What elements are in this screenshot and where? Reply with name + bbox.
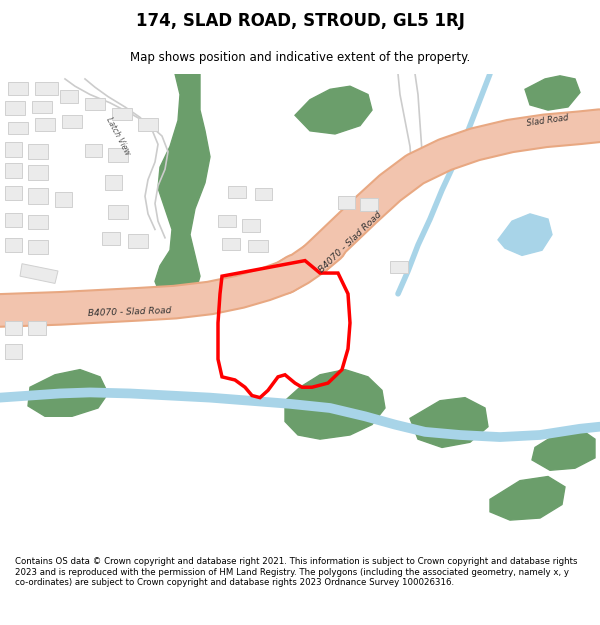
Polygon shape — [85, 144, 102, 157]
Polygon shape — [295, 86, 372, 134]
Polygon shape — [410, 398, 488, 448]
Polygon shape — [155, 74, 210, 297]
Polygon shape — [28, 369, 108, 416]
Polygon shape — [5, 142, 22, 157]
Polygon shape — [28, 188, 48, 204]
Polygon shape — [28, 240, 48, 254]
Polygon shape — [138, 118, 158, 131]
Polygon shape — [112, 108, 132, 121]
Text: Contains OS data © Crown copyright and database right 2021. This information is : Contains OS data © Crown copyright and d… — [15, 557, 577, 587]
Polygon shape — [128, 234, 148, 248]
Polygon shape — [28, 144, 48, 159]
Polygon shape — [338, 196, 355, 209]
Polygon shape — [28, 165, 48, 179]
Polygon shape — [32, 101, 52, 113]
Polygon shape — [490, 476, 565, 520]
Polygon shape — [8, 82, 28, 94]
Polygon shape — [222, 238, 240, 250]
Polygon shape — [102, 231, 120, 245]
Polygon shape — [5, 344, 22, 359]
Polygon shape — [8, 121, 28, 134]
Polygon shape — [360, 198, 378, 211]
Polygon shape — [108, 204, 128, 219]
Polygon shape — [255, 188, 272, 201]
Polygon shape — [218, 215, 236, 227]
Text: Slad Road: Slad Road — [526, 113, 569, 128]
Polygon shape — [55, 192, 72, 207]
Polygon shape — [28, 321, 46, 336]
Polygon shape — [5, 213, 22, 228]
Polygon shape — [242, 219, 260, 231]
Polygon shape — [248, 240, 268, 252]
Polygon shape — [532, 429, 595, 470]
Polygon shape — [62, 115, 82, 128]
Polygon shape — [525, 76, 580, 110]
Polygon shape — [390, 261, 408, 273]
Polygon shape — [60, 91, 78, 103]
Polygon shape — [35, 118, 55, 131]
Text: 174, SLAD ROAD, STROUD, GL5 1RJ: 174, SLAD ROAD, STROUD, GL5 1RJ — [136, 12, 464, 29]
Text: Latch View: Latch View — [104, 116, 132, 157]
Polygon shape — [5, 101, 25, 115]
Polygon shape — [20, 264, 58, 283]
Text: Map shows position and indicative extent of the property.: Map shows position and indicative extent… — [130, 51, 470, 64]
Polygon shape — [28, 215, 48, 229]
Polygon shape — [5, 186, 22, 201]
Text: B4070 - Slad Road: B4070 - Slad Road — [317, 209, 383, 274]
Polygon shape — [85, 98, 105, 110]
Text: B4070 - Slad Road: B4070 - Slad Road — [88, 306, 172, 319]
Polygon shape — [105, 176, 122, 190]
Polygon shape — [498, 214, 552, 256]
Polygon shape — [5, 238, 22, 252]
Polygon shape — [35, 82, 58, 94]
Polygon shape — [5, 163, 22, 177]
Polygon shape — [228, 186, 246, 198]
Polygon shape — [285, 369, 385, 439]
Polygon shape — [108, 149, 128, 162]
Polygon shape — [5, 321, 22, 336]
